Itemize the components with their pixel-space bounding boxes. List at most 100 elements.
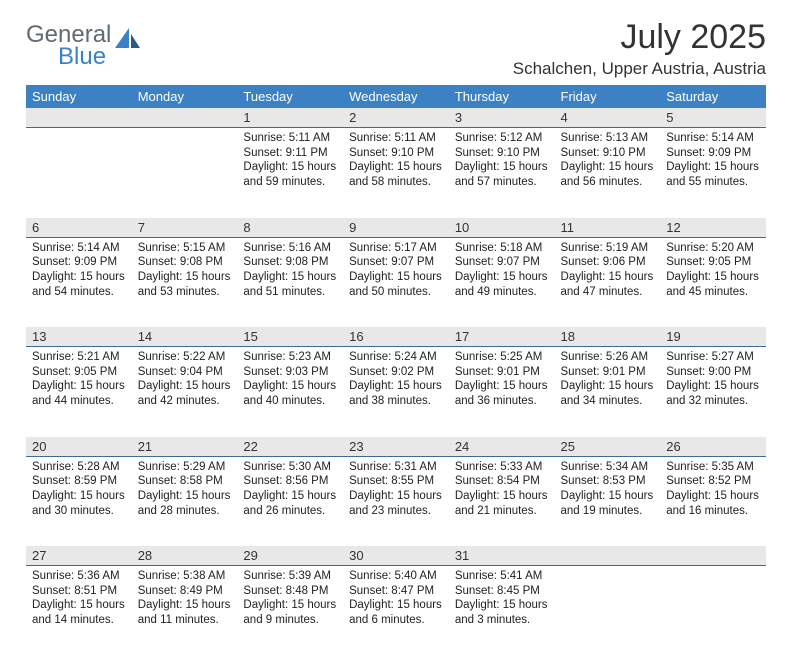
weekday-header: Thursday (449, 85, 555, 108)
weekday-header: Tuesday (237, 85, 343, 108)
day-cell (26, 128, 132, 218)
day-number-cell: 31 (449, 546, 555, 566)
day-cell: Sunrise: 5:35 AMSunset: 8:52 PMDaylight:… (660, 456, 766, 546)
day-number: 7 (132, 218, 238, 237)
day-cell (555, 566, 661, 656)
day-cell: Sunrise: 5:36 AMSunset: 8:51 PMDaylight:… (26, 566, 132, 656)
day-content: Sunrise: 5:33 AMSunset: 8:54 PMDaylight:… (449, 457, 555, 525)
day-cell: Sunrise: 5:21 AMSunset: 9:05 PMDaylight:… (26, 347, 132, 437)
day-number-row: 2728293031.. (26, 546, 766, 566)
day-number: 3 (449, 108, 555, 127)
weekday-header: Friday (555, 85, 661, 108)
day-number: 14 (132, 327, 238, 346)
day-number-row: ..12345 (26, 108, 766, 128)
day-content: Sunrise: 5:31 AMSunset: 8:55 PMDaylight:… (343, 457, 449, 525)
day-cell: Sunrise: 5:15 AMSunset: 9:08 PMDaylight:… (132, 237, 238, 327)
day-number-cell: 2 (343, 108, 449, 128)
day-number-cell: 3 (449, 108, 555, 128)
day-number: 21 (132, 437, 238, 456)
day-content: Sunrise: 5:15 AMSunset: 9:08 PMDaylight:… (132, 238, 238, 306)
day-number: 17 (449, 327, 555, 346)
day-number-cell: 4 (555, 108, 661, 128)
day-number-row: 13141516171819 (26, 327, 766, 347)
location: Schalchen, Upper Austria, Austria (513, 59, 766, 79)
day-number-cell: 25 (555, 437, 661, 457)
day-content: Sunrise: 5:22 AMSunset: 9:04 PMDaylight:… (132, 347, 238, 415)
day-cell: Sunrise: 5:28 AMSunset: 8:59 PMDaylight:… (26, 456, 132, 546)
day-body-row: Sunrise: 5:28 AMSunset: 8:59 PMDaylight:… (26, 456, 766, 546)
day-content: Sunrise: 5:41 AMSunset: 8:45 PMDaylight:… (449, 566, 555, 634)
day-number: 4 (555, 108, 661, 127)
day-number-cell: 11 (555, 218, 661, 238)
day-number: 13 (26, 327, 132, 346)
day-cell (660, 566, 766, 656)
day-number-cell: 20 (26, 437, 132, 457)
day-number: 16 (343, 327, 449, 346)
day-number: 10 (449, 218, 555, 237)
day-cell: Sunrise: 5:13 AMSunset: 9:10 PMDaylight:… (555, 128, 661, 218)
logo: General Blue (26, 18, 141, 67)
day-body-row: Sunrise: 5:14 AMSunset: 9:09 PMDaylight:… (26, 237, 766, 327)
day-content: Sunrise: 5:19 AMSunset: 9:06 PMDaylight:… (555, 238, 661, 306)
day-number-cell: 13 (26, 327, 132, 347)
day-content: Sunrise: 5:39 AMSunset: 8:48 PMDaylight:… (237, 566, 343, 634)
day-number-cell: 29 (237, 546, 343, 566)
day-number: 30 (343, 546, 449, 565)
day-number: 24 (449, 437, 555, 456)
day-number-cell: 5 (660, 108, 766, 128)
day-content: Sunrise: 5:14 AMSunset: 9:09 PMDaylight:… (26, 238, 132, 306)
weekday-header: Sunday (26, 85, 132, 108)
day-number: 2 (343, 108, 449, 127)
day-content: Sunrise: 5:34 AMSunset: 8:53 PMDaylight:… (555, 457, 661, 525)
day-cell: Sunrise: 5:29 AMSunset: 8:58 PMDaylight:… (132, 456, 238, 546)
day-cell: Sunrise: 5:24 AMSunset: 9:02 PMDaylight:… (343, 347, 449, 437)
day-number-cell: 17 (449, 327, 555, 347)
header: General Blue July 2025 Schalchen, Upper … (26, 18, 766, 79)
day-cell: Sunrise: 5:14 AMSunset: 9:09 PMDaylight:… (26, 237, 132, 327)
day-content: Sunrise: 5:38 AMSunset: 8:49 PMDaylight:… (132, 566, 238, 634)
day-number-cell: 30 (343, 546, 449, 566)
day-number-cell: 14 (132, 327, 238, 347)
day-number: 8 (237, 218, 343, 237)
day-cell: Sunrise: 5:26 AMSunset: 9:01 PMDaylight:… (555, 347, 661, 437)
calendar-page: General Blue July 2025 Schalchen, Upper … (0, 0, 792, 612)
day-cell: Sunrise: 5:12 AMSunset: 9:10 PMDaylight:… (449, 128, 555, 218)
day-number: 31 (449, 546, 555, 565)
day-cell (132, 128, 238, 218)
day-cell: Sunrise: 5:30 AMSunset: 8:56 PMDaylight:… (237, 456, 343, 546)
day-number: 19 (660, 327, 766, 346)
day-number-cell: 6 (26, 218, 132, 238)
day-number-cell: 10 (449, 218, 555, 238)
weekday-header: Saturday (660, 85, 766, 108)
day-number-cell: 27 (26, 546, 132, 566)
day-cell: Sunrise: 5:14 AMSunset: 9:09 PMDaylight:… (660, 128, 766, 218)
day-number: 23 (343, 437, 449, 456)
day-number-cell: 24 (449, 437, 555, 457)
weekday-header: Monday (132, 85, 238, 108)
day-cell: Sunrise: 5:39 AMSunset: 8:48 PMDaylight:… (237, 566, 343, 656)
day-content: Sunrise: 5:12 AMSunset: 9:10 PMDaylight:… (449, 128, 555, 196)
day-number-cell: 1 (237, 108, 343, 128)
day-content: Sunrise: 5:16 AMSunset: 9:08 PMDaylight:… (237, 238, 343, 306)
day-cell: Sunrise: 5:17 AMSunset: 9:07 PMDaylight:… (343, 237, 449, 327)
day-number-cell: 23 (343, 437, 449, 457)
day-body-row: Sunrise: 5:21 AMSunset: 9:05 PMDaylight:… (26, 347, 766, 437)
day-number-cell: . (555, 546, 661, 566)
day-content: Sunrise: 5:36 AMSunset: 8:51 PMDaylight:… (26, 566, 132, 634)
day-content: Sunrise: 5:35 AMSunset: 8:52 PMDaylight:… (660, 457, 766, 525)
day-content: Sunrise: 5:28 AMSunset: 8:59 PMDaylight:… (26, 457, 132, 525)
logo-sail-icon (115, 28, 141, 50)
day-cell: Sunrise: 5:38 AMSunset: 8:49 PMDaylight:… (132, 566, 238, 656)
weekday-header: Wednesday (343, 85, 449, 108)
day-content: Sunrise: 5:11 AMSunset: 9:10 PMDaylight:… (343, 128, 449, 196)
day-number-row: 6789101112 (26, 218, 766, 238)
day-number: 11 (555, 218, 661, 237)
day-number-cell: 22 (237, 437, 343, 457)
day-cell: Sunrise: 5:33 AMSunset: 8:54 PMDaylight:… (449, 456, 555, 546)
title-block: July 2025 Schalchen, Upper Austria, Aust… (513, 18, 766, 79)
day-number: 6 (26, 218, 132, 237)
day-content: Sunrise: 5:23 AMSunset: 9:03 PMDaylight:… (237, 347, 343, 415)
day-number: 25 (555, 437, 661, 456)
day-cell: Sunrise: 5:20 AMSunset: 9:05 PMDaylight:… (660, 237, 766, 327)
day-number-cell: . (660, 546, 766, 566)
